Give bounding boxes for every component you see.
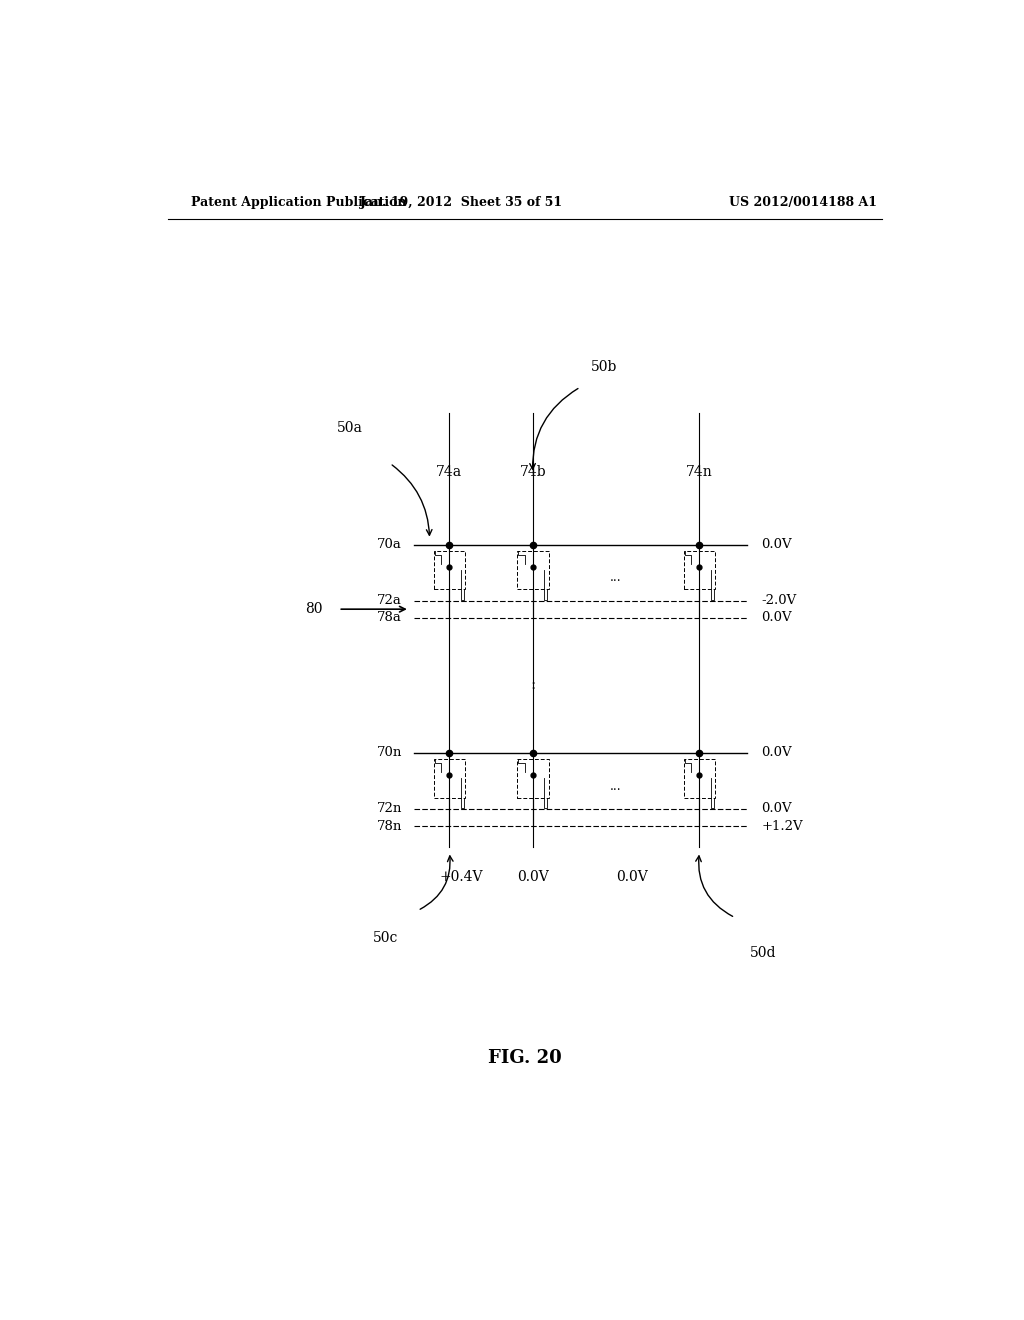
Text: 0.0V: 0.0V — [616, 870, 648, 884]
Text: -2.0V: -2.0V — [761, 594, 797, 607]
Text: 50d: 50d — [750, 946, 776, 960]
Text: :: : — [530, 678, 536, 693]
Text: 74n: 74n — [686, 465, 713, 479]
Text: +1.2V: +1.2V — [761, 820, 803, 833]
Text: 0.0V: 0.0V — [761, 539, 792, 552]
Text: US 2012/0014188 A1: US 2012/0014188 A1 — [728, 195, 877, 209]
Text: 50c: 50c — [373, 931, 398, 945]
Text: 72a: 72a — [377, 594, 401, 607]
Text: +0.4V: +0.4V — [439, 870, 483, 884]
Text: ...: ... — [610, 572, 622, 585]
Text: 0.0V: 0.0V — [517, 870, 549, 884]
Text: 0.0V: 0.0V — [761, 611, 792, 624]
Text: 74a: 74a — [436, 465, 463, 479]
Text: 70n: 70n — [377, 747, 401, 759]
Bar — [684, 550, 715, 589]
Text: 72n: 72n — [377, 803, 401, 816]
Text: 80: 80 — [305, 602, 323, 616]
Text: 50b: 50b — [591, 360, 617, 374]
Bar — [517, 550, 549, 589]
Text: 78n: 78n — [377, 820, 401, 833]
Text: FIG. 20: FIG. 20 — [487, 1049, 562, 1067]
Text: ...: ... — [610, 780, 622, 792]
Text: 0.0V: 0.0V — [761, 803, 792, 816]
Text: 70a: 70a — [377, 539, 401, 552]
Text: 74b: 74b — [519, 465, 546, 479]
Text: 50a: 50a — [337, 421, 364, 434]
Text: Patent Application Publication: Patent Application Publication — [191, 195, 407, 209]
Text: 0.0V: 0.0V — [761, 747, 792, 759]
Text: 78a: 78a — [377, 611, 401, 624]
Bar — [517, 759, 549, 797]
Bar — [433, 759, 465, 797]
Text: Jan. 19, 2012  Sheet 35 of 51: Jan. 19, 2012 Sheet 35 of 51 — [359, 195, 563, 209]
Bar — [433, 550, 465, 589]
Bar — [684, 759, 715, 797]
